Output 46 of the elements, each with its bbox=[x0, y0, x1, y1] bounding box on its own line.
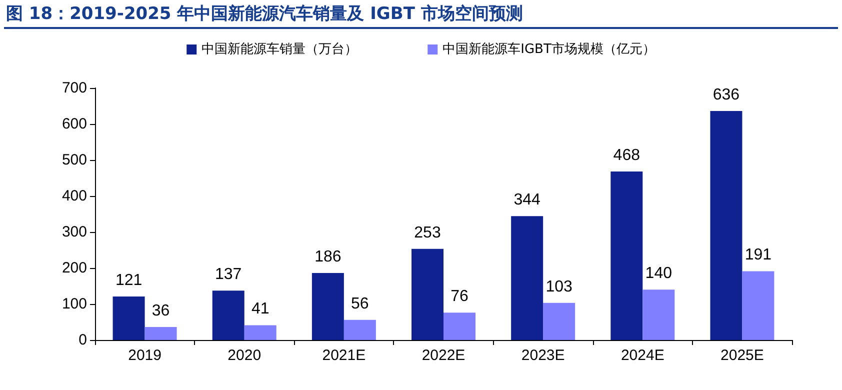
bar bbox=[642, 290, 675, 340]
data-label: 41 bbox=[251, 300, 270, 318]
bar bbox=[312, 273, 344, 340]
y-tick-label: 400 bbox=[62, 188, 87, 204]
data-label: 36 bbox=[152, 302, 170, 320]
chart-title: 图 18：2019-2025 年中国新能源汽车销量及 IGBT 市场空间预测 bbox=[6, 3, 523, 25]
data-label: 468 bbox=[613, 147, 640, 164]
data-label: 253 bbox=[414, 224, 441, 242]
bar bbox=[144, 327, 177, 340]
legend-label: 中国新能源车IGBT市场规模（亿元） bbox=[442, 42, 656, 57]
data-label: 56 bbox=[351, 295, 369, 312]
x-tick-label: 2024E bbox=[620, 347, 664, 364]
y-tick-label: 700 bbox=[62, 80, 87, 96]
bar bbox=[511, 216, 544, 340]
data-label: 140 bbox=[645, 265, 672, 282]
data-label: 121 bbox=[115, 272, 142, 289]
x-tick-label: 2020 bbox=[228, 347, 262, 364]
y-tick-label: 200 bbox=[62, 260, 87, 276]
y-tick-label: 300 bbox=[62, 224, 87, 240]
data-label: 103 bbox=[546, 278, 573, 296]
data-label: 76 bbox=[450, 288, 468, 306]
bar bbox=[543, 302, 576, 340]
bar bbox=[212, 290, 244, 340]
data-label: 186 bbox=[314, 248, 342, 266]
bar bbox=[244, 325, 276, 340]
x-tick-label: 2022E bbox=[422, 347, 466, 364]
data-label: 191 bbox=[744, 246, 772, 264]
data-label: 344 bbox=[514, 192, 541, 209]
y-tick-label: 600 bbox=[62, 116, 87, 132]
x-tick-label: 2023E bbox=[521, 347, 565, 364]
bar bbox=[444, 312, 476, 340]
bar bbox=[344, 320, 376, 340]
legend-label: 中国新能源车销量（万台） bbox=[202, 42, 358, 57]
y-tick-label: 100 bbox=[62, 296, 87, 312]
bar bbox=[610, 172, 643, 340]
data-label: 137 bbox=[215, 266, 242, 284]
x-tick-label: 2025E bbox=[720, 347, 764, 364]
bar bbox=[742, 271, 774, 340]
bar bbox=[112, 296, 145, 340]
y-tick-label: 500 bbox=[62, 152, 87, 168]
bar bbox=[412, 248, 444, 340]
x-tick-label: 2021E bbox=[322, 347, 366, 364]
y-tick-label: 0 bbox=[78, 332, 87, 348]
bar bbox=[710, 111, 742, 340]
data-label: 636 bbox=[712, 86, 740, 104]
x-tick-label: 2019 bbox=[128, 347, 162, 364]
